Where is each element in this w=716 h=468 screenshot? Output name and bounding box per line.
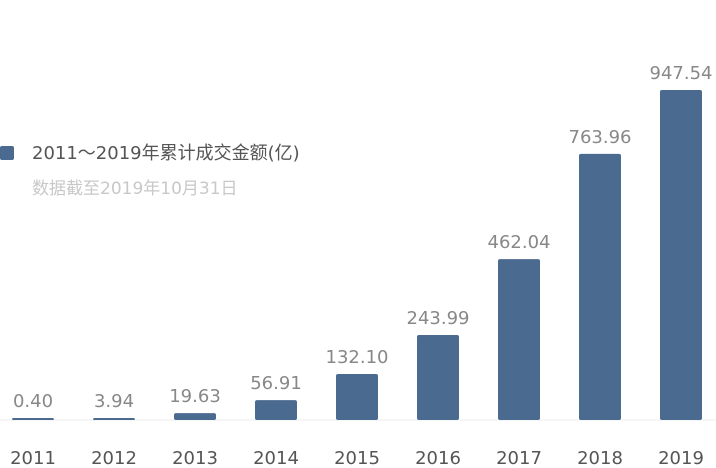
bar (579, 153, 621, 420)
annotation: 数据截至2019年10月31日 (32, 179, 238, 199)
value-label: 132.10 (326, 347, 389, 368)
x-tick-label: 2011 (10, 448, 56, 468)
bar (417, 335, 459, 420)
bar (660, 90, 702, 420)
legend-swatch (0, 146, 14, 160)
bar (174, 413, 216, 420)
x-tick-label: 2014 (253, 448, 299, 468)
x-tick-label: 2013 (172, 448, 218, 468)
value-label: 0.40 (13, 391, 53, 412)
x-tick-label: 2018 (577, 448, 623, 468)
value-label: 56.91 (250, 373, 302, 394)
bar (255, 400, 297, 420)
bar (336, 373, 378, 420)
x-tick-label: 2017 (496, 448, 542, 468)
bar (93, 418, 135, 420)
value-label: 947.54 (650, 63, 713, 84)
value-label: 763.96 (569, 127, 632, 148)
bar (498, 259, 540, 420)
value-label: 3.94 (94, 391, 134, 412)
bar (12, 418, 54, 420)
value-label: 243.99 (407, 308, 470, 329)
value-label: 462.04 (488, 232, 551, 253)
x-tick-label: 2015 (334, 448, 380, 468)
legend-label: 2011～2019年累计成交金额(亿) (32, 143, 300, 164)
x-tick-label: 2016 (415, 448, 461, 468)
x-tick-label: 2019 (658, 448, 704, 468)
value-label: 19.63 (169, 386, 221, 407)
x-tick-label: 2012 (91, 448, 137, 468)
